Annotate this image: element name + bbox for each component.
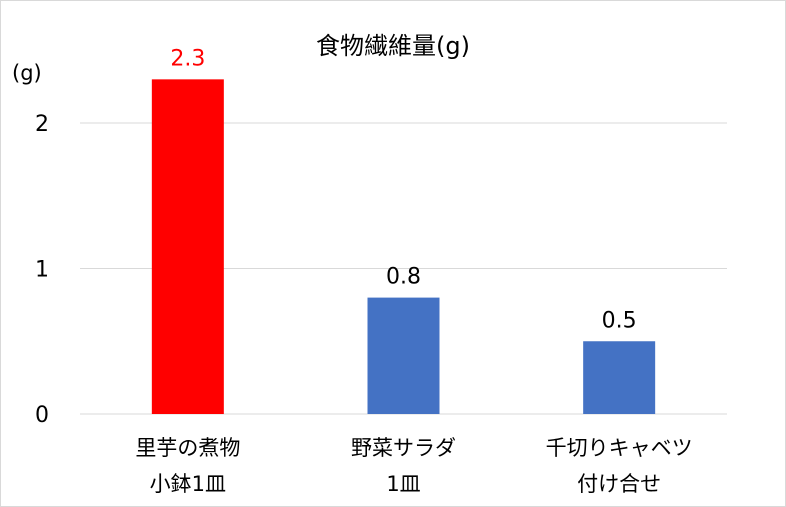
y-tick-label-2: 2 — [35, 112, 49, 137]
data-label-2: 0.5 — [602, 308, 637, 333]
y-tick-label-1: 1 — [35, 258, 49, 283]
data-label-1: 0.8 — [386, 265, 421, 290]
category-label-2-line-1: 付け合せ — [577, 472, 661, 496]
category-label-0-line-0: 里芋の煮物 — [135, 436, 240, 460]
bar-0 — [151, 79, 224, 414]
category-label-2-line-0: 千切りキャベツ — [546, 436, 693, 460]
y-axis-unit-label: (g) — [12, 61, 42, 85]
bar-1 — [367, 297, 440, 414]
y-tick-labels: 0 1 2 — [35, 112, 49, 428]
bar-2 — [583, 341, 656, 414]
category-label-0-line-1: 小鉢1皿 — [150, 472, 226, 496]
bars — [151, 79, 656, 414]
chart-title: 食物繊維量(g) — [316, 32, 470, 60]
data-labels: 2.3 0.8 0.5 — [170, 46, 636, 333]
category-label-1-line-1: 1皿 — [386, 472, 420, 496]
data-label-0: 2.3 — [170, 46, 205, 71]
category-label-1-line-0: 野菜サラダ — [351, 436, 456, 460]
y-tick-label-0: 0 — [35, 403, 49, 428]
